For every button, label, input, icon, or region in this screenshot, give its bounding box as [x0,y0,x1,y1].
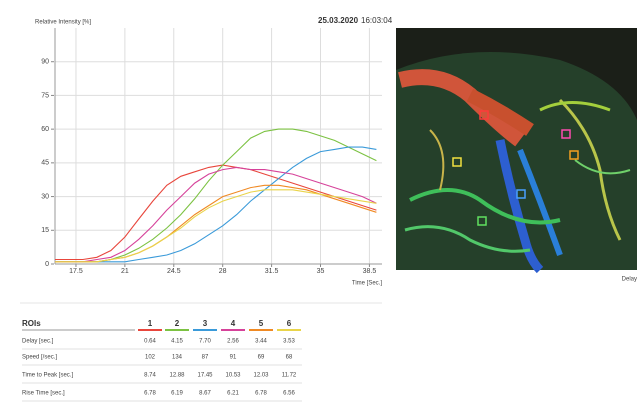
table-cell: 6.78 [144,391,156,397]
roi-image [396,28,637,274]
table-cell: 10.53 [225,373,241,379]
roi-color-bar [221,329,245,331]
table-cell: 6.19 [171,391,183,397]
series-line [55,146,377,263]
roi-color-bar [193,329,217,331]
table-cell: 69 [258,355,265,361]
x-tick-label: 24.5 [167,268,181,275]
x-tick-label: 17.5 [69,268,83,275]
column-header: 5 [259,319,264,328]
table-cell: 4.15 [171,339,183,345]
table-cell: 8.67 [199,391,211,397]
column-header: 1 [148,319,153,328]
roi-color-bar [138,329,162,331]
table-cell: 7.70 [199,339,211,345]
row-label: Speed [/sec.] [22,355,57,361]
roi-color-bar [277,329,301,331]
y-axis-label: Relative Intensity [%] [35,20,91,26]
time: 16:03:04 [361,16,393,25]
row-label: Delay [sec.] [22,339,54,345]
x-tick-label: 21 [121,268,129,275]
table-cell: 17.45 [197,373,213,379]
table-cell: 6.56 [283,391,295,397]
series-line [55,166,377,263]
table-cell: 68 [286,355,293,361]
x-tick-label: 28 [219,268,227,275]
column-header: 6 [287,319,292,328]
table-cell: 8.74 [144,373,156,379]
table-cell: 0.64 [144,339,156,345]
y-tick-label: 45 [41,160,49,167]
row-label: Time to Peak [sec.] [22,373,73,379]
table-cell: 87 [202,355,209,361]
table-cell: 6.78 [255,391,267,397]
y-tick-label: 30 [41,193,49,200]
x-tick-label: 31.5 [265,268,279,275]
column-header: 3 [203,319,208,328]
roi-color-bar [249,329,273,331]
image-caption: Delay [622,277,637,283]
x-tick-label: 35 [317,268,325,275]
series-line [55,164,377,261]
table-cell: 91 [230,355,237,361]
table-cell: 11.72 [282,373,297,379]
column-header: 4 [231,319,236,328]
table-cell: 3.53 [283,339,295,345]
y-tick-label: 15 [41,227,49,234]
table-cell: 3.44 [255,339,267,345]
series-line [55,189,377,263]
table-cell: 12.03 [253,373,269,379]
column-header: 2 [175,319,180,328]
y-tick-label: 0 [45,261,49,268]
table-cell: 2.56 [227,339,239,345]
table-cell: 134 [172,355,183,361]
y-tick-label: 60 [41,126,49,133]
x-tick-label: 38.5 [363,268,377,275]
y-tick-label: 90 [41,59,49,66]
table-cell: 12.88 [169,373,185,379]
row-label: Rise Time [sec.] [22,391,65,397]
table-cell: 102 [145,355,156,361]
date: 25.03.2020 [318,16,359,25]
table-cell: 6.21 [227,391,239,397]
table-title: ROIs [22,319,41,328]
y-tick-label: 75 [41,92,49,99]
roi-color-bar [165,329,189,331]
x-axis-label: Time [Sec.] [352,281,382,287]
